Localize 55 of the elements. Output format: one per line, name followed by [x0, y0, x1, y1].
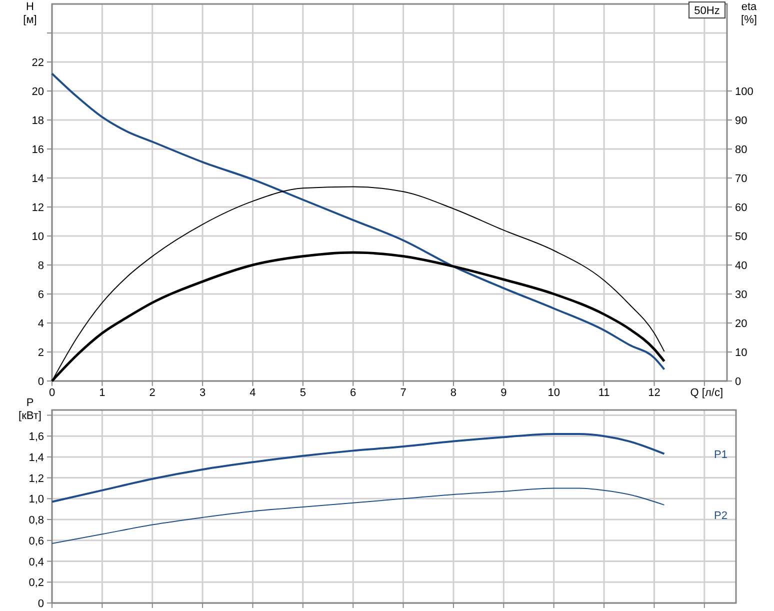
x-tick-label: 7: [400, 387, 406, 399]
x-tick-label: 1: [99, 387, 106, 399]
y-tick-label: 0,2: [28, 577, 44, 590]
x-tick-label: 11: [598, 387, 610, 399]
y-tick-label: 22: [32, 57, 44, 69]
y-tick-label: 0,6: [28, 535, 44, 548]
y-tick-label: 18: [32, 115, 44, 127]
x-tick-label: 0: [48, 387, 56, 399]
y-tick-label: 12: [32, 202, 44, 214]
y2-tick-label: 0: [735, 376, 742, 388]
y-axis-title: P [кВт]: [18, 397, 42, 422]
y2-tick-label: 90: [735, 115, 748, 127]
line-series: [51, 432, 666, 503]
y-tick-label: 4: [38, 318, 44, 330]
y-tick-label: 0: [38, 376, 44, 388]
y-tick-label: 2: [38, 347, 44, 359]
x-tick-label: 4: [250, 387, 256, 399]
x-tick-label: 8: [450, 387, 457, 399]
y-tick-label: 14: [32, 173, 44, 185]
text: P1: [714, 448, 728, 461]
annotation: 50Hz: [694, 5, 720, 17]
line-series: [52, 488, 665, 544]
y-tick-label: 6: [38, 289, 44, 301]
y2-tick-label: 40: [735, 260, 748, 272]
line-series: [51, 72, 666, 370]
x-tick-label: 5: [300, 387, 306, 399]
y-axis-title: H [м]: [23, 1, 37, 26]
y-tick-label: 20: [32, 86, 44, 98]
y-tick-label: 0,8: [28, 514, 44, 527]
y2-tick-label: 30: [735, 289, 748, 301]
y-tick-label: 1,0: [28, 494, 44, 506]
x-tick-label: 3: [199, 387, 206, 399]
y2-tick-label: 80: [735, 144, 748, 156]
text: P2: [714, 510, 728, 522]
y-tick-label: 1,4: [28, 452, 44, 464]
y2-axis-title: eta [%]: [741, 1, 758, 26]
y-tick-label: 8: [38, 260, 44, 272]
x-tick-label: 2: [149, 387, 156, 399]
y2-tick-label: 100: [735, 86, 754, 98]
x-tick-label: 12: [648, 387, 660, 399]
y-tick-label: 10: [32, 231, 44, 243]
x-tick-label: 9: [500, 387, 507, 399]
x-axis-title: Q [л/с]: [690, 387, 723, 399]
x-tick-label: 10: [548, 387, 560, 399]
y-tick-label: 0,4: [28, 556, 44, 568]
y-tick-label: 1,2: [28, 472, 44, 485]
y2-tick-label: 10: [735, 347, 748, 359]
y-tick-label: 0: [38, 598, 44, 610]
y2-tick-label: 20: [735, 318, 748, 330]
y2-tick-label: 60: [735, 202, 748, 214]
y2-tick-label: 50: [735, 231, 748, 243]
y2-tick-label: 70: [735, 173, 748, 185]
x-tick-label: 6: [350, 387, 356, 399]
y-tick-label: 1,6: [28, 431, 44, 444]
y-tick-label: 16: [32, 144, 44, 156]
